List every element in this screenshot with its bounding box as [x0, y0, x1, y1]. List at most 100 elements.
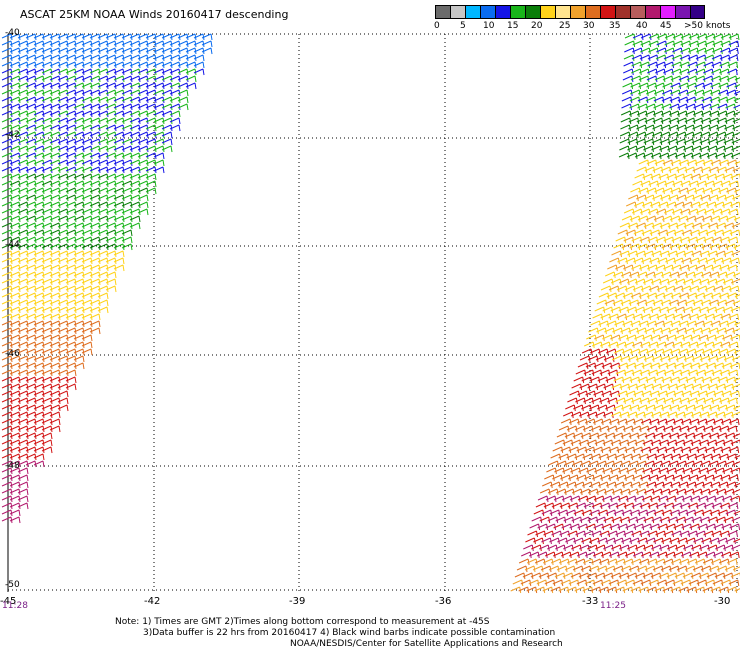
wind-barb: [631, 264, 641, 270]
wind-barb: [639, 61, 649, 67]
wind-barb: [33, 390, 44, 396]
wind-barb: [715, 138, 725, 144]
wind-barb: [642, 334, 652, 340]
wind-barb: [683, 383, 693, 389]
wind-barb: [636, 327, 646, 333]
wind-barb: [690, 306, 700, 312]
wind-barb: [552, 551, 563, 557]
wind-barb: [81, 103, 92, 109]
wind-barb: [620, 299, 631, 305]
wind-barb: [729, 390, 739, 396]
wind-barb: [669, 376, 679, 382]
wind-barb: [721, 495, 732, 501]
wind-barb: [9, 89, 20, 95]
wind-barb: [696, 313, 706, 319]
wind-barb: [597, 348, 608, 354]
wind-barb: [671, 530, 681, 536]
wind-barb: [635, 131, 646, 137]
scale-label: >50 knots: [684, 21, 731, 31]
wind-barb: [645, 348, 656, 354]
wind-barb: [539, 516, 549, 522]
wind-barb: [97, 117, 108, 123]
wind-barb: [715, 250, 725, 256]
wind-barb: [122, 250, 125, 258]
scale-label: 30: [583, 21, 595, 31]
wind-barb: [708, 166, 718, 172]
wind-barb: [642, 572, 653, 578]
wind-barb: [66, 404, 69, 412]
wind-barb: [49, 187, 60, 193]
wind-barb: [611, 488, 622, 494]
wind-barb: [146, 194, 149, 202]
wind-barb: [33, 397, 44, 403]
wind-barb: [57, 313, 68, 319]
wind-barb: [666, 411, 677, 417]
wind-barb: [97, 257, 108, 263]
wind-barb: [691, 516, 701, 522]
wind-barb: [602, 306, 612, 312]
wind-barb: [591, 530, 601, 536]
wind-barb: [687, 208, 698, 214]
wind-barb: [696, 47, 706, 53]
wind-barb: [704, 47, 714, 53]
wind-barb: [632, 47, 642, 53]
wind-barb: [33, 243, 44, 249]
wind-barb: [694, 82, 704, 88]
wind-barb: [586, 411, 597, 417]
wind-barb: [714, 467, 724, 473]
wind-barb: [549, 537, 559, 543]
wind-barb: [717, 537, 727, 543]
wind-barb: [552, 474, 562, 480]
wind-barb: [9, 390, 20, 396]
wind-barb: [9, 502, 20, 508]
wind-barb: [616, 313, 626, 319]
wind-barb: [604, 432, 615, 438]
wind-barb: [541, 537, 551, 543]
scale-swatch: [615, 5, 630, 19]
wind-barb: [81, 75, 92, 81]
wind-barb: [615, 369, 626, 375]
wind-barb: [628, 271, 639, 277]
wind-barb: [654, 159, 665, 165]
wind-barb: [646, 75, 657, 81]
wind-barb: [145, 82, 156, 88]
wind-barb: [570, 411, 581, 417]
wind-barb: [41, 334, 52, 340]
wind-barb: [655, 397, 665, 403]
wind-barb: [697, 390, 707, 396]
wind-barb: [9, 236, 20, 242]
wind-barb: [669, 537, 679, 543]
wind-barb: [33, 166, 44, 172]
wind-barb: [712, 313, 722, 319]
wind-barb: [129, 194, 140, 200]
wind-barb: [721, 257, 731, 263]
wind-barb: [631, 502, 642, 508]
wind-barb: [57, 68, 68, 74]
wind-barb: [724, 124, 734, 130]
wind-barb: [97, 306, 108, 312]
wind-barb: [703, 264, 713, 270]
wind-barb: [73, 68, 84, 74]
wind-barb: [733, 104, 740, 109]
wind-barb: [627, 222, 638, 228]
wind-barb: [734, 294, 740, 298]
wind-barb: [520, 579, 531, 585]
wind-barb: [33, 278, 44, 284]
wind-barb: [737, 285, 740, 293]
wind-barb: [25, 243, 36, 249]
wind-barb: [585, 495, 596, 501]
wind-barb: [646, 187, 656, 193]
wind-barb: [702, 320, 712, 326]
wind-barb: [717, 89, 728, 95]
wind-barb: [687, 236, 697, 242]
wind-barb: [675, 138, 685, 144]
wind-barb: [646, 292, 657, 298]
wind-barb: [177, 96, 188, 102]
wind-barb: [129, 33, 140, 39]
wind-barb: [651, 222, 662, 228]
wind-barb: [640, 551, 651, 557]
wind-barb: [684, 194, 694, 200]
wind-barb: [637, 215, 648, 221]
wind-barb: [705, 390, 715, 396]
wind-barb: [170, 131, 173, 139]
